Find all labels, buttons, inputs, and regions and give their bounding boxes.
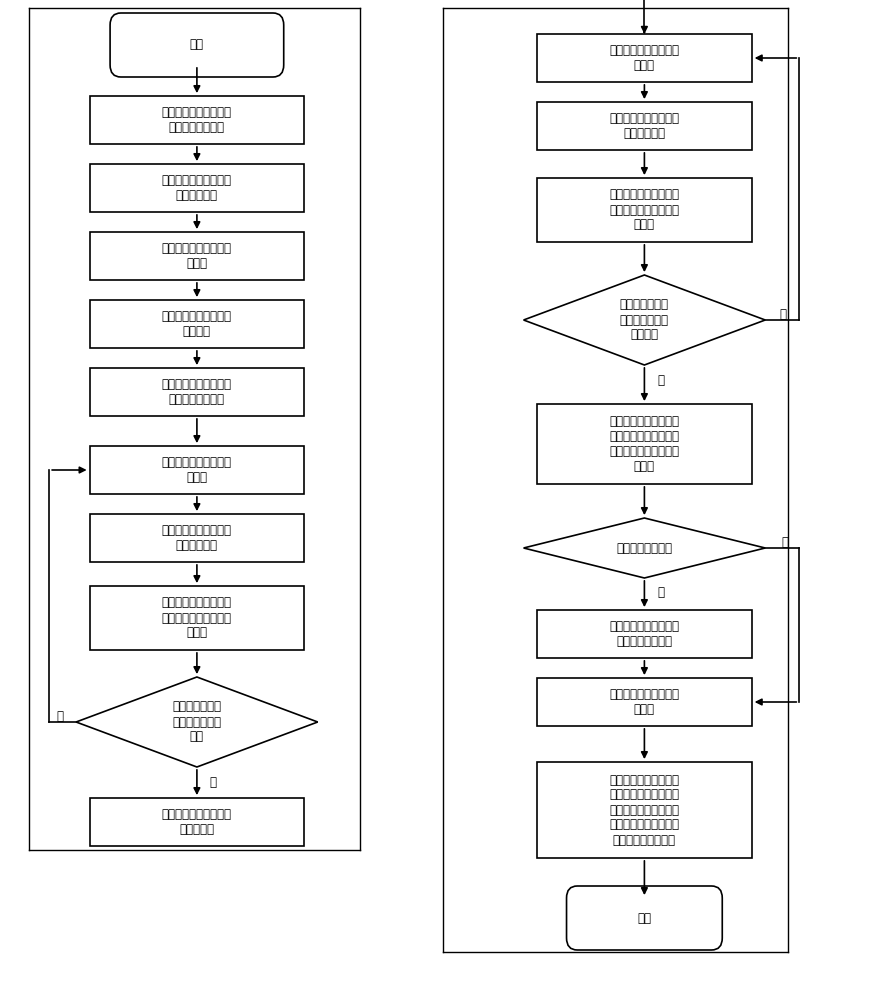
Text: 下游区域控制器将包络
保持在边界: 下游区域控制器将包络 保持在边界 xyxy=(162,808,232,836)
Text: 开始: 开始 xyxy=(190,38,204,51)
Text: 下游区域控制器向上游
传递下游区域控制器重
叠区域内边界计轴出清
的信息: 下游区域控制器向上游 传递下游区域控制器重 叠区域内边界计轴出清 的信息 xyxy=(609,415,679,473)
Bar xyxy=(89,586,304,650)
Text: 真: 真 xyxy=(656,585,663,598)
Bar xyxy=(89,300,304,348)
Bar xyxy=(89,232,304,280)
Text: 上、下游区域控制器根
据计轴占用状态更新列
车包络: 上、下游区域控制器根 据计轴占用状态更新列 车包络 xyxy=(162,596,232,640)
Text: 上、下游区域控制器检
查序列一致性: 上、下游区域控制器检 查序列一致性 xyxy=(162,524,232,552)
Polygon shape xyxy=(76,677,317,767)
FancyBboxPatch shape xyxy=(566,886,721,950)
Bar xyxy=(536,762,751,858)
Text: 假: 假 xyxy=(56,710,63,723)
Text: 满足上游删除条件: 满足上游删除条件 xyxy=(616,542,671,554)
Text: 上、下游区域控制器根
据计轴占用状态更新列
车包络: 上、下游区域控制器根 据计轴占用状态更新列 车包络 xyxy=(609,188,679,232)
Bar xyxy=(536,678,751,726)
Text: 下游区域控制器检查序
列一致性: 下游区域控制器检查序 列一致性 xyxy=(162,310,232,338)
Text: 上游区域控制器删除非
定位识别列车包络: 上游区域控制器删除非 定位识别列车包络 xyxy=(609,620,679,648)
Text: 上游区域控制器列车识
别、更新包络: 上游区域控制器列车识 别、更新包络 xyxy=(162,174,232,202)
Text: 非定位列车进入上游区
域控制器重叠区域: 非定位列车进入上游区 域控制器重叠区域 xyxy=(162,106,232,134)
Bar xyxy=(89,96,304,144)
Text: 上、下游区域控制器互
传信息: 上、下游区域控制器互 传信息 xyxy=(609,688,679,716)
Bar xyxy=(536,102,751,150)
Text: 上、下游区域控制器互
传信息: 上、下游区域控制器互 传信息 xyxy=(609,44,679,72)
Text: 真: 真 xyxy=(209,776,216,790)
Bar xyxy=(89,514,304,562)
Text: 非通信识别列车
经过区域控制器
边界: 非通信识别列车 经过区域控制器 边界 xyxy=(173,700,221,744)
Bar xyxy=(89,446,304,494)
Bar xyxy=(536,404,751,484)
Polygon shape xyxy=(523,275,764,365)
Text: 真: 真 xyxy=(656,374,663,387)
Bar xyxy=(89,798,304,846)
Text: 下游区域控制器轨旁根
据下游计轴出清情况和
上游区域控制器内列车
包络情况，缩短下游非
定位识别列车包络。: 下游区域控制器轨旁根 据下游计轴出清情况和 上游区域控制器内列车 包络情况，缩短… xyxy=(609,774,679,846)
Text: 上、下游区域控制器互
传信息: 上、下游区域控制器互 传信息 xyxy=(162,456,232,484)
Text: 假: 假 xyxy=(779,308,786,322)
Bar xyxy=(89,368,304,416)
FancyBboxPatch shape xyxy=(110,13,283,77)
Text: 上、下游区域控制器检
查序列一致性: 上、下游区域控制器检 查序列一致性 xyxy=(609,112,679,140)
Bar xyxy=(536,34,751,82)
Text: 结束: 结束 xyxy=(637,912,651,924)
Bar xyxy=(536,178,751,242)
Text: 非通信识别列车
离开边界第一个
计轴区域: 非通信识别列车 离开边界第一个 计轴区域 xyxy=(620,298,668,342)
Text: 上、下游区域控制器互
传信息: 上、下游区域控制器互 传信息 xyxy=(162,242,232,270)
Polygon shape xyxy=(523,518,764,578)
Bar xyxy=(536,610,751,658)
Text: 下游区域控制器创建非
定位识别列车包络: 下游区域控制器创建非 定位识别列车包络 xyxy=(162,378,232,406)
Bar xyxy=(89,164,304,212)
Text: 假: 假 xyxy=(780,536,788,550)
